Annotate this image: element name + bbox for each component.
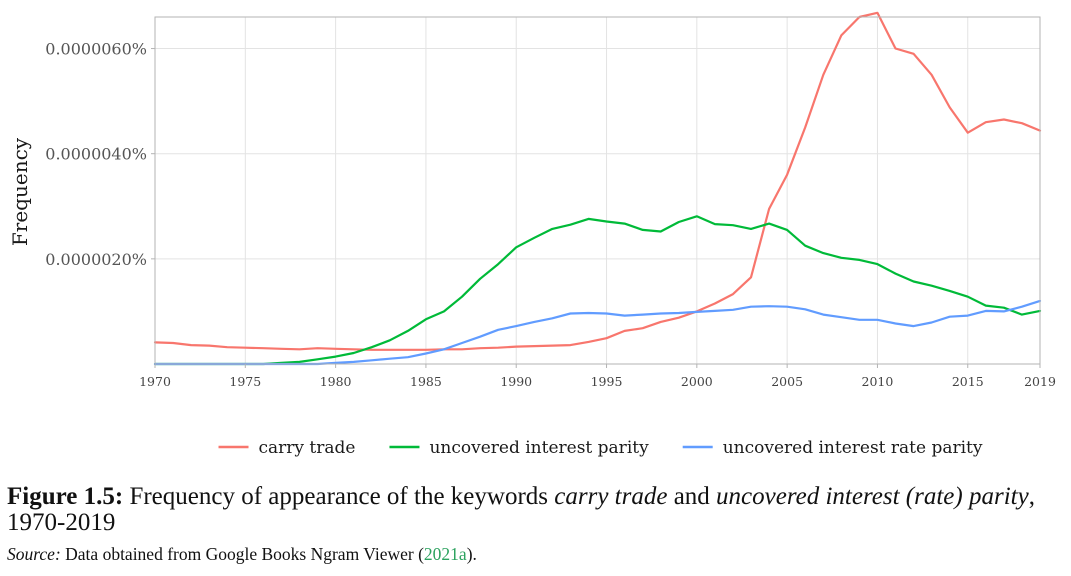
x-tick-label: 1980 [320, 374, 352, 389]
x-tick-label: 1985 [410, 374, 442, 389]
x-tick-label: 2000 [681, 374, 713, 389]
legend-label: uncovered interest rate parity [723, 438, 983, 458]
source-text-after: ). [466, 544, 477, 564]
caption-text-mid: and [673, 483, 710, 510]
x-axis: 1970 1975 1980 1985 1990 1995 2000 2005 2010 2015… [139, 364, 1056, 389]
source-text: Data obtained from Google Books Ngram Vi… [65, 544, 424, 564]
line-chart: 1970 1975 1980 1985 1990 1995 2000 2005 2010 2015… [8, 11, 1056, 458]
caption-label: Figure 1.5: [7, 483, 124, 510]
plot-area [153, 11, 1042, 366]
legend: carry trade uncovered interest parity unco… [218, 438, 983, 458]
y-tick-label: 0.0000060% [45, 40, 147, 59]
x-tick-label: 1975 [229, 374, 261, 389]
x-tick-label: 2019 [1024, 374, 1056, 389]
caption-text-before: Frequency of appearance of the keywords [129, 483, 549, 510]
x-tick-label: 1995 [591, 374, 623, 389]
caption-text-after: , 1970-2019 [7, 483, 1035, 536]
series-line-1 [153, 11, 1042, 351]
y-tick-label: 0.0000020% [45, 250, 147, 269]
caption-term-2: uncovered interest (rate) parity [716, 483, 1029, 510]
plot-background [155, 17, 1040, 364]
plot-border [154, 16, 1041, 365]
x-tick-label: 2005 [771, 374, 803, 389]
x-tick-label: 2015 [952, 374, 984, 389]
legend-label: carry trade [259, 438, 356, 458]
source-label: Source: [7, 544, 61, 564]
figure-caption: Figure 1.5: Frequency of appearance of t… [7, 484, 1065, 536]
legend-item: carry trade [218, 438, 356, 458]
legend-item: uncovered interest parity [389, 438, 649, 458]
x-tick-label: 1970 [139, 374, 171, 389]
x-tick-label: 1990 [500, 374, 532, 389]
x-tick-label: 2010 [862, 374, 894, 389]
legend-label: uncovered interest parity [429, 438, 649, 458]
y-tick-label: 0.0000040% [45, 145, 147, 164]
series-line-2 [153, 215, 1042, 366]
legend-item: uncovered interest rate parity [682, 438, 983, 458]
source-link[interactable]: 2021a [423, 544, 467, 564]
figure-source: Source: Data obtained from Google Books … [7, 544, 477, 565]
caption-term-1: carry trade [554, 483, 668, 510]
y-axis: 0.0000020% 0.0000040% 0.0000060% [45, 40, 155, 269]
y-axis-title: Frequency [8, 137, 32, 246]
